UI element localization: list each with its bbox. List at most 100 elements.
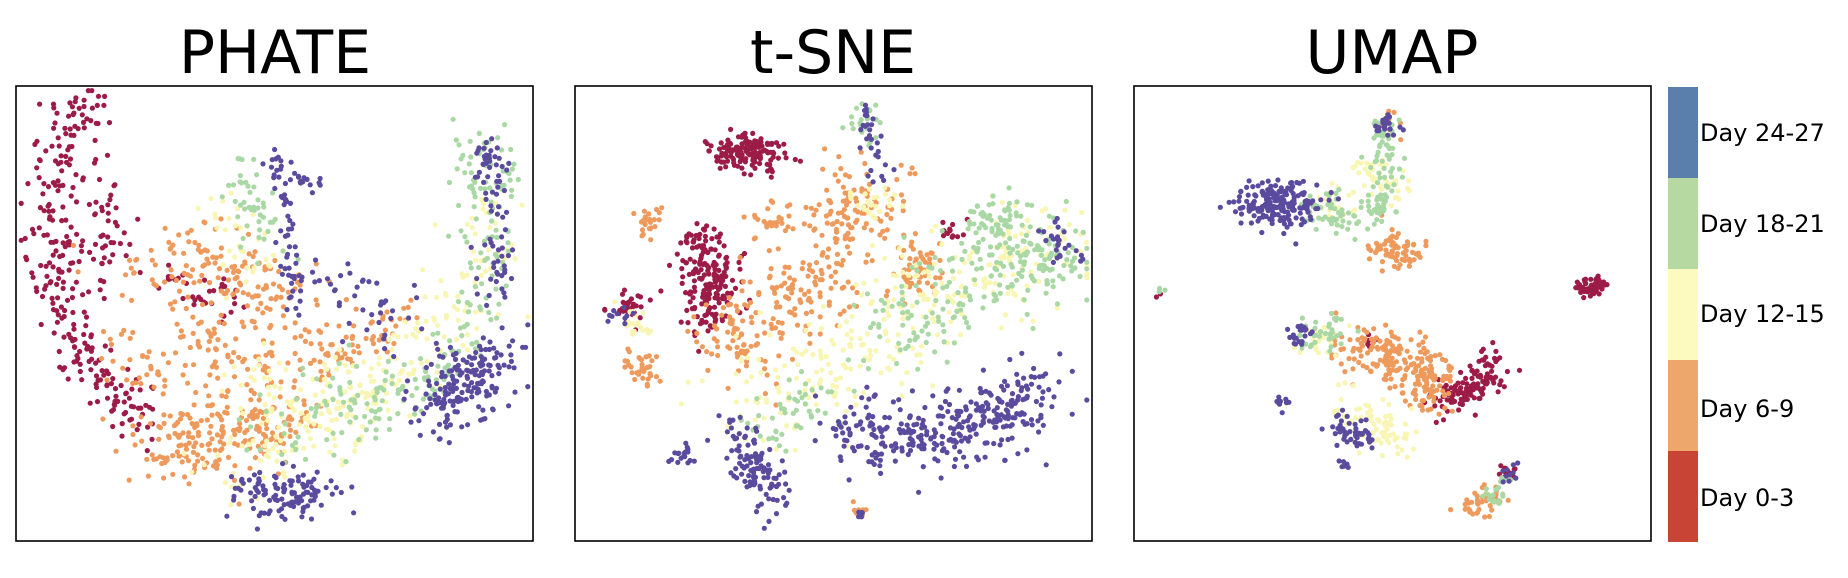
scatter-point <box>990 193 996 199</box>
scatter-point <box>1417 329 1423 335</box>
scatter-point <box>870 213 876 219</box>
scatter-point <box>731 160 737 166</box>
scatter-point <box>907 171 913 177</box>
scatter-point <box>905 451 911 458</box>
scatter-point <box>653 206 660 213</box>
scatter-point <box>385 358 391 364</box>
scatter-point <box>977 256 983 262</box>
scatter-point <box>1389 249 1395 255</box>
scatter-point <box>873 278 879 284</box>
scatter-point <box>1464 381 1470 387</box>
scatter-point <box>715 352 721 359</box>
scatter-point <box>757 486 764 492</box>
scatter-point <box>324 276 331 282</box>
scatter-point <box>515 176 521 183</box>
scatter-point <box>346 342 352 348</box>
scatter-point <box>182 362 188 368</box>
scatter-point <box>949 415 955 421</box>
scatter-point <box>461 324 467 330</box>
scatter-point <box>92 137 98 143</box>
scatter-point <box>911 330 917 336</box>
scatter-point <box>818 385 824 391</box>
scatter-point <box>1484 361 1491 367</box>
scatter-point <box>270 252 276 258</box>
scatter-point <box>1474 368 1480 374</box>
scatter-point <box>866 186 873 192</box>
scatter-point <box>36 175 42 181</box>
scatter-point <box>843 319 850 325</box>
scatter-point <box>868 145 874 151</box>
scatter-point <box>447 344 453 350</box>
scatter-point <box>293 494 300 500</box>
scatter-point <box>499 234 505 240</box>
scatter-point <box>1068 263 1074 269</box>
scatter-point <box>352 293 358 299</box>
scatter-point <box>1050 236 1056 242</box>
scatter-point <box>477 185 484 191</box>
scatter-point <box>845 357 852 363</box>
scatter-point <box>834 218 840 225</box>
scatter-point <box>95 93 102 99</box>
scatter-point <box>363 394 369 401</box>
scatter-point <box>924 280 931 286</box>
scatter-point <box>1387 385 1393 391</box>
scatter-point <box>849 313 855 320</box>
scatter-point <box>231 350 237 356</box>
scatter-point <box>248 207 255 213</box>
scatter-point <box>476 169 482 175</box>
scatter-point <box>1381 376 1387 382</box>
scatter-point <box>295 256 301 262</box>
scatter-point <box>762 391 769 397</box>
scatter-point <box>347 379 353 385</box>
scatter-point <box>916 443 922 449</box>
scatter-point <box>951 275 957 282</box>
scatter-point <box>940 306 946 312</box>
scatter-point <box>287 217 293 224</box>
scatter-point <box>905 309 911 315</box>
scatter-point <box>488 203 494 209</box>
scatter-point <box>932 349 938 355</box>
scatter-point <box>293 305 299 311</box>
scatter-point <box>685 320 691 326</box>
scatter-point <box>128 265 134 271</box>
scatter-point <box>74 358 80 364</box>
scatter-point <box>1329 180 1335 186</box>
scatter-point <box>1462 391 1468 397</box>
scatter-point <box>1038 412 1044 418</box>
scatter-point <box>938 475 944 481</box>
scatter-point <box>474 150 480 156</box>
scatter-point <box>70 286 76 292</box>
scatter-point <box>904 370 910 376</box>
scatter-point <box>133 380 139 386</box>
scatter-point <box>308 516 315 522</box>
scatter-point <box>281 431 287 437</box>
scatter-point <box>1577 282 1583 288</box>
scatter-point <box>918 360 924 366</box>
scatter-point <box>1025 386 1031 392</box>
scatter-point <box>1583 276 1589 282</box>
scatter-point <box>1339 207 1345 213</box>
scatter-point <box>319 346 325 352</box>
series-day-0-3 <box>602 126 970 354</box>
scatter-point <box>52 158 59 164</box>
scatter-point <box>238 225 244 231</box>
scatter-point <box>1355 337 1361 343</box>
scatter-point <box>308 406 314 412</box>
scatter-point <box>845 279 851 285</box>
scatter-point <box>54 110 60 116</box>
scatter-point <box>939 228 945 234</box>
scatter-point <box>222 283 228 289</box>
scatter-point <box>88 367 94 373</box>
scatter-point <box>901 247 907 253</box>
scatter-point <box>278 294 284 300</box>
scatter-point <box>68 224 74 230</box>
scatter-point <box>268 437 274 443</box>
scatter-point <box>904 422 910 428</box>
scatter-point <box>469 355 475 361</box>
scatter-point <box>221 321 227 327</box>
scatter-point <box>313 409 319 415</box>
scatter-point <box>190 267 196 273</box>
scatter-point <box>285 289 291 295</box>
scatter-point <box>336 303 342 309</box>
scatter-point <box>104 377 110 383</box>
